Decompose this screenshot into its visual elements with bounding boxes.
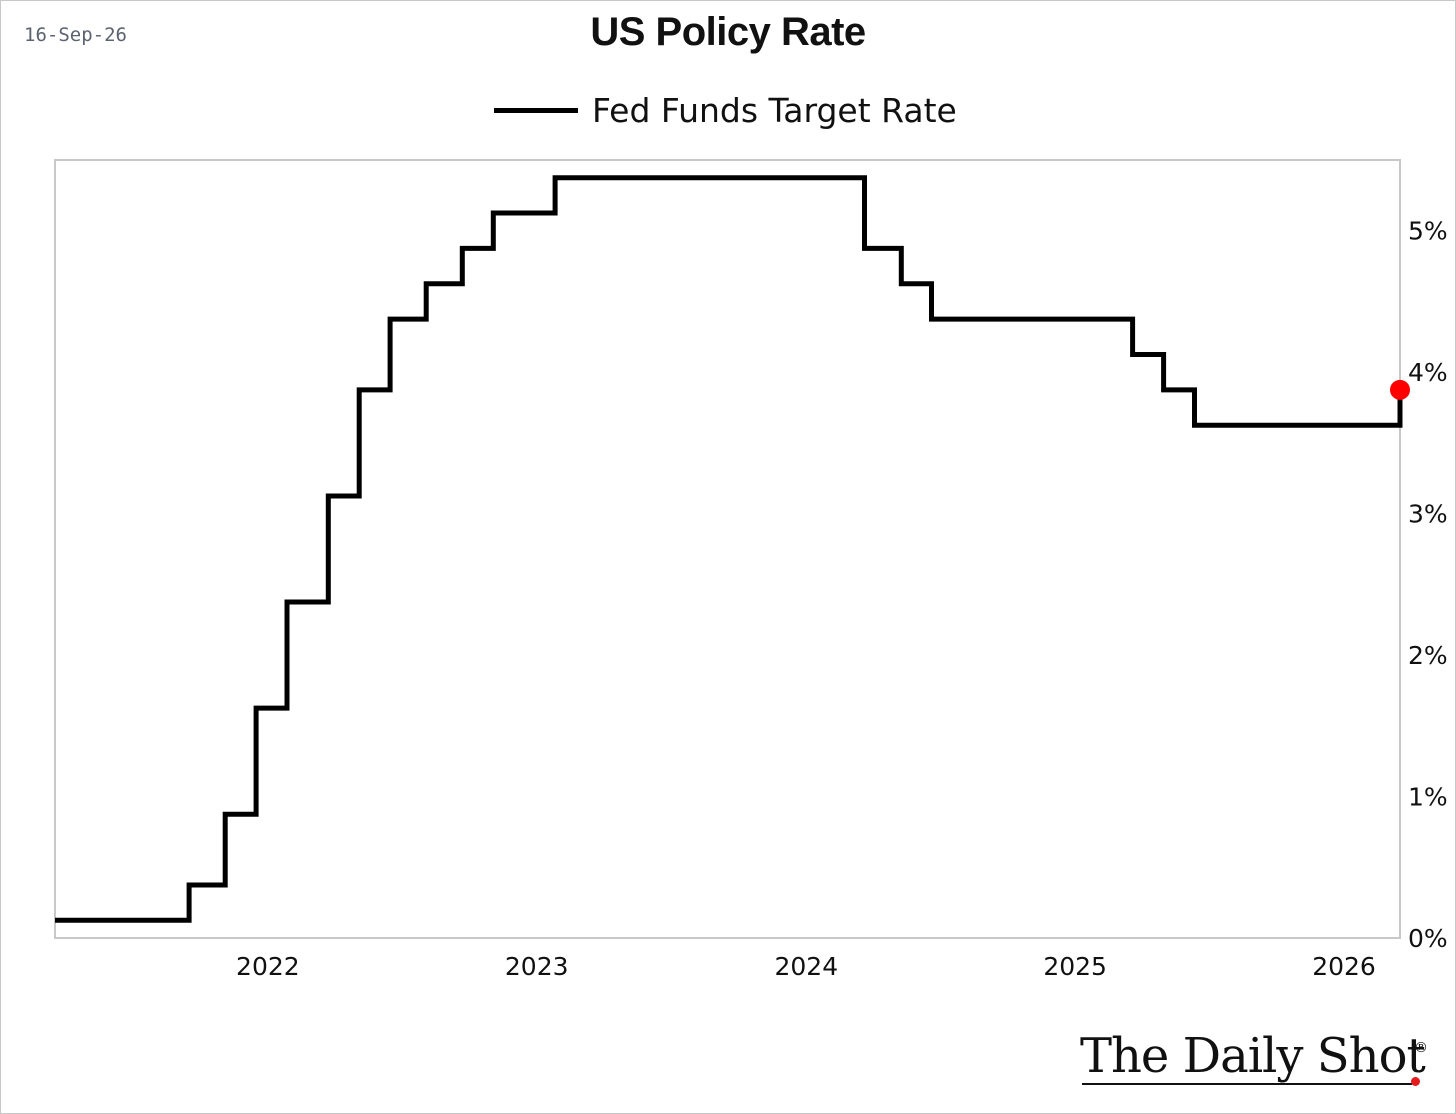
y-tick-label: 5% (1408, 217, 1448, 246)
chart-title: US Policy Rate (590, 10, 866, 54)
series-line-fed-funds (55, 175, 1403, 923)
x-axis: 2022 2023 2024 2025 2026 (236, 952, 1376, 981)
y-tick-label: 0% (1408, 924, 1448, 953)
legend-line-swatch (494, 107, 578, 113)
brand-logo: The Daily Shot (1080, 1028, 1426, 1084)
brand-reg-mark: ® (1414, 1040, 1428, 1056)
y-tick-label: 3% (1408, 500, 1448, 529)
x-tick-label: 2024 (775, 952, 839, 981)
y-tick-label: 4% (1408, 358, 1448, 387)
legend: Fed Funds Target Rate (494, 88, 957, 132)
chart-date: 16-Sep-26 (24, 24, 127, 46)
x-tick-label: 2023 (505, 952, 569, 981)
plot-area-border (54, 159, 1401, 939)
x-tick-label: 2022 (236, 952, 300, 981)
legend-label: Fed Funds Target Rate (592, 90, 957, 130)
x-tick-label: 2026 (1312, 952, 1376, 981)
brand-underline (1082, 1083, 1412, 1085)
y-tick-label: 2% (1408, 641, 1448, 670)
y-tick-label: 1% (1408, 783, 1448, 812)
brand-dot (1411, 1077, 1420, 1086)
x-tick-label: 2025 (1043, 952, 1107, 981)
y-axis: 0% 1% 2% 3% 4% 5% (1408, 217, 1448, 953)
last-point-marker (1390, 379, 1410, 400)
